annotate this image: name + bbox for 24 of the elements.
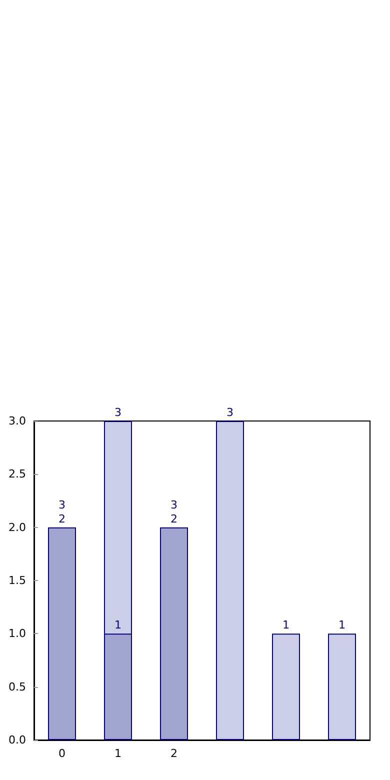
y-tick-label: 3.0 [8,414,26,428]
bar [160,527,188,740]
data-label: 2 [170,512,178,526]
y-tick-label: 1.0 [8,627,26,640]
data-label: 1 [114,618,122,632]
x-tick-label: 0 [58,747,66,760]
bar [328,634,356,740]
y-tick-label: 2.5 [8,468,26,481]
y-tick-label: 0.0 [8,734,26,746]
bar [48,527,76,740]
y-tick-label: 0.5 [8,680,26,694]
y-tick-label: 1.5 [8,574,26,587]
data-label: 1 [338,618,346,632]
y-tick-label: 2.0 [8,520,26,534]
data-label: 3 [226,406,234,419]
data-label: 2 [58,512,66,526]
bar [216,421,244,740]
annotation: 3 [58,498,66,512]
x-tick-label: 1 [114,747,122,760]
data-label: 3 [114,406,122,419]
bar [272,634,300,740]
data-label: 1 [282,618,290,632]
annotation: 3 [170,498,178,512]
x-tick-label: 2 [170,747,178,760]
